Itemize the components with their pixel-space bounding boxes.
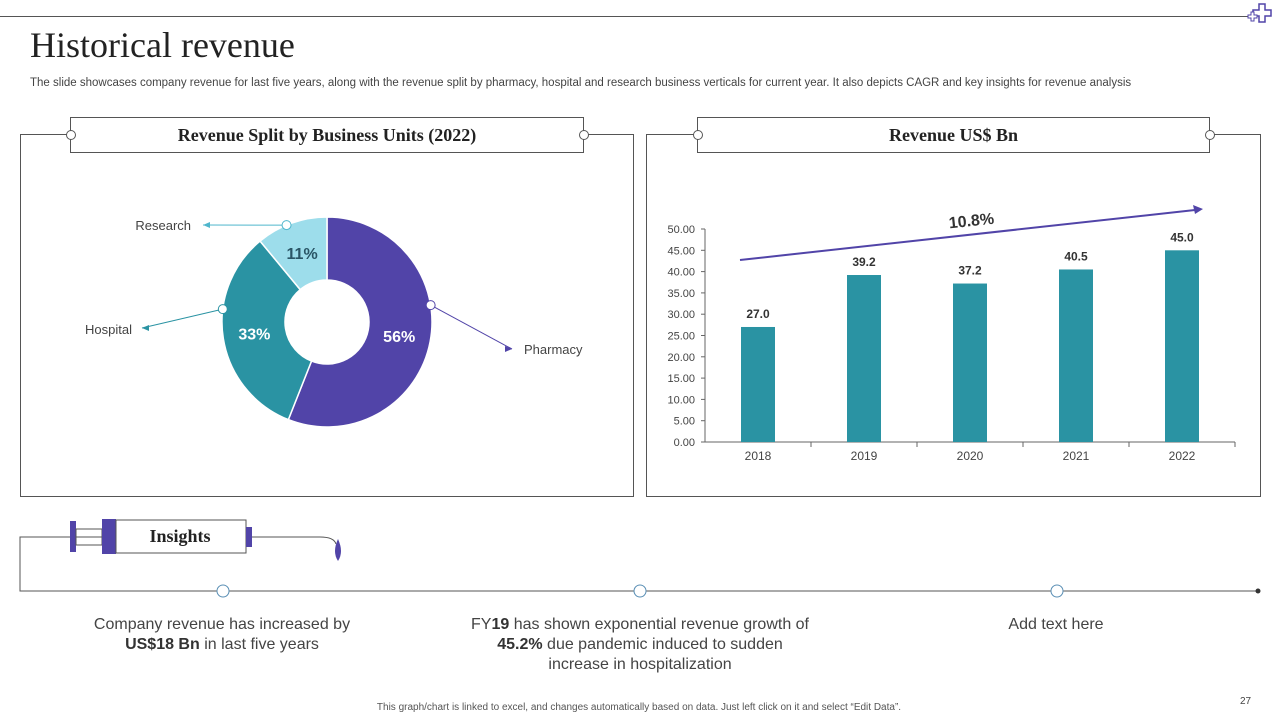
bar-2019 <box>847 275 881 442</box>
callout-dot <box>281 220 292 231</box>
insights-label: Insights <box>149 526 211 546</box>
insight-item-3[interactable]: Add text here <box>1008 616 1104 633</box>
y-tick-label: 15.00 <box>667 373 695 385</box>
y-tick-label: 30.00 <box>667 309 695 321</box>
donut-percent-label: 33% <box>238 326 270 343</box>
callout-line <box>430 304 513 350</box>
insight-item-2: FY19 has shown exponential revenue growt… <box>471 616 809 673</box>
insights-timeline <box>19 519 1261 598</box>
x-tick-label: 2021 <box>1063 449 1090 463</box>
x-tick-label: 2019 <box>851 449 878 463</box>
revenue-bar-header: Revenue US$ Bn <box>697 117 1210 153</box>
revenue-split-panel <box>20 134 634 497</box>
bar-value-label: 27.0 <box>746 307 770 321</box>
revenue-split-header: Revenue Split by Business Units (2022) <box>70 117 584 153</box>
callout-arrow-icon <box>203 222 210 228</box>
callout-dot <box>217 304 228 315</box>
callout-line <box>141 308 223 329</box>
page-subtitle: The slide showcases company revenue for … <box>30 77 1132 89</box>
callout-label-pharmacy: Pharmacy <box>524 342 583 357</box>
cagr-arrow-icon <box>1193 205 1203 214</box>
callout-label-hospital: Hospital <box>85 322 132 337</box>
callout-arrow-icon <box>142 325 149 331</box>
bar-chart[interactable]: 0.00 5.00 10.00 15.00 20.00 25.00 30.00 35.00 40… <box>650 190 1250 480</box>
x-tick-label: 2020 <box>957 449 984 463</box>
donut-slice-pharmacy <box>287 216 433 428</box>
plus-logo-icon <box>1247 3 1272 23</box>
page-number: 27 <box>1240 696 1252 707</box>
callout-arrow-icon <box>505 346 512 352</box>
donut-chart[interactable]: 56% 33% 11% Pharmacy Hospital Research <box>60 190 620 450</box>
bar-value-label: 39.2 <box>852 255 876 269</box>
bar-value-label: 40.5 <box>1064 249 1088 263</box>
bar-value-label: 45.0 <box>1170 230 1194 244</box>
y-tick-label: 20.00 <box>667 352 695 364</box>
y-tick-label: 45.00 <box>667 245 695 257</box>
header-knob-right <box>1205 130 1215 140</box>
callout-dot <box>425 300 436 311</box>
top-rule <box>0 16 1256 17</box>
callout-label-research: Research <box>135 218 191 233</box>
donut-slice-research <box>259 216 328 291</box>
y-tick-label: 0.00 <box>674 437 695 449</box>
bar-2018 <box>741 326 775 442</box>
bar-2022 <box>1165 250 1199 442</box>
donut-percent-label: 11% <box>287 246 318 263</box>
header-knob-left <box>693 130 703 140</box>
donut-slice-hospital <box>221 240 313 421</box>
y-tick-label: 50.00 <box>667 224 695 236</box>
y-tick-label: 5.00 <box>674 416 695 428</box>
bar-2020 <box>953 283 987 442</box>
header-knob-left <box>66 130 76 140</box>
donut-percent-label: 56% <box>383 329 415 346</box>
header-knob-right <box>579 130 589 140</box>
x-tick-label: 2018 <box>745 449 772 463</box>
y-tick-label: 25.00 <box>667 331 695 343</box>
insight-item-1: Company revenue has increased by US$18 B… <box>93 616 351 653</box>
x-tick-label: 2022 <box>1169 449 1196 463</box>
cagr-label: 10.8% <box>948 211 995 233</box>
y-tick-label: 10.00 <box>667 394 695 406</box>
y-tick-label: 40.00 <box>667 267 695 279</box>
page-title: Historical revenue <box>30 25 295 65</box>
bar-2021 <box>1059 269 1093 442</box>
bar-value-label: 37.2 <box>958 264 982 278</box>
cagr-trend-line <box>739 209 1196 261</box>
y-tick-label: 35.00 <box>667 288 695 300</box>
footer-note: This graph/chart is linked to excel, and… <box>376 702 902 713</box>
